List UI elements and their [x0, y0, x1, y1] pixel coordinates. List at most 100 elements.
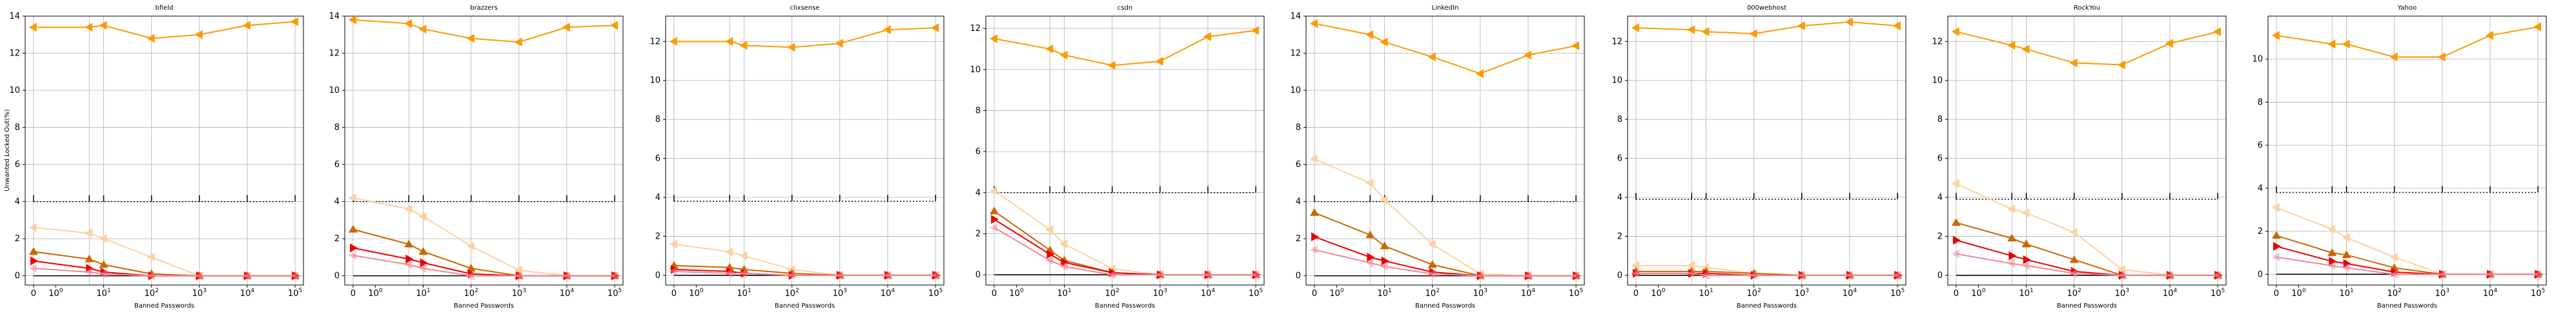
data-point-light-orange	[418, 212, 427, 221]
x-tick-label: 102	[1105, 288, 1119, 299]
data-point-pink	[28, 264, 37, 273]
y-tick-label: 2	[976, 229, 981, 239]
series-line-orange	[1314, 23, 1577, 75]
y-tick-label: 8	[2258, 97, 2263, 107]
plot-frame	[665, 15, 945, 286]
y-tick-label: 12	[1290, 49, 1301, 59]
chart-title: RockYou	[2074, 5, 2100, 12]
x-tick-label: 102	[145, 288, 159, 299]
data-point-light-orange	[2271, 202, 2280, 212]
data-point-light-orange	[2021, 208, 2030, 218]
data-point-orange	[669, 37, 677, 46]
y-tick-label: 2	[1617, 232, 1622, 241]
y-tick-label: 6	[1937, 154, 1943, 164]
data-point-orange	[99, 21, 107, 30]
series-line-orange	[1956, 31, 2218, 66]
data-point-dark-orange	[1309, 208, 1319, 216]
data-point-light-orange	[1687, 261, 1695, 270]
data-point-orange	[2213, 27, 2221, 37]
y-tick-label: 2	[15, 234, 20, 244]
y-tick-label: 0	[15, 272, 20, 281]
data-point-red	[405, 254, 414, 264]
x-tick-label: 102	[2387, 288, 2402, 299]
x-tick-label: 0	[671, 289, 677, 299]
x-tick-label: 103	[1473, 288, 1487, 299]
x-tick-label: 100	[368, 288, 383, 299]
x-tick-label: 101	[96, 288, 110, 299]
y-tick-label: 0	[1296, 272, 1301, 281]
data-point-dark-orange	[418, 247, 428, 255]
data-point-pink	[1845, 270, 1853, 280]
chart-title: brazzers	[470, 5, 498, 12]
y-tick-label: 4	[976, 188, 981, 198]
data-point-pink	[291, 271, 298, 281]
data-point-dark-orange	[2327, 248, 2337, 256]
x-tick-label: 102	[1426, 288, 1440, 299]
series-line-dark-orange	[1314, 212, 1577, 277]
y-tick-label: 10	[970, 65, 981, 75]
series-line-orange	[2276, 26, 2539, 58]
data-point-orange	[2271, 31, 2280, 41]
y-tick-label: 8	[655, 115, 660, 124]
series-line-pink	[994, 227, 1256, 276]
y-tick-label: 2	[655, 232, 660, 241]
x-axis-label: Banned Passwords	[1415, 302, 1475, 310]
data-point-pink	[725, 268, 733, 278]
y-tick-label: 6	[976, 147, 981, 157]
data-point-orange	[2485, 31, 2493, 41]
data-point-red	[991, 215, 999, 224]
data-point-orange	[1951, 27, 1959, 37]
data-point-light-orange	[99, 234, 107, 244]
data-point-dark-orange	[466, 264, 476, 272]
data-point-red	[420, 258, 428, 268]
series-line-dark-orange	[994, 210, 1256, 276]
y-tick-label: 0	[2258, 270, 2263, 279]
x-tick-label: 102	[1747, 288, 1761, 299]
y-tick-label: 10	[329, 86, 340, 95]
series-line-red	[33, 260, 296, 277]
x-tick-label: 100	[2291, 288, 2306, 299]
y-axis-label: Unwanted Locked Out(%)	[4, 109, 11, 192]
data-point-orange	[1203, 32, 1211, 41]
y-tick-label: 14	[9, 12, 20, 21]
x-tick-label: 104	[2483, 288, 2498, 299]
data-point-pink	[99, 269, 107, 279]
data-point-pink	[1251, 270, 1259, 280]
data-point-pink	[404, 260, 413, 270]
y-tick-label: 6	[1617, 154, 1622, 164]
data-point-light-orange	[348, 193, 356, 202]
data-point-pink	[2327, 261, 2336, 270]
chart-title: 000webhost	[1747, 5, 1786, 12]
data-point-pink	[194, 271, 203, 281]
data-point-pink	[2485, 270, 2493, 279]
series-line-dark-orange	[1956, 222, 2218, 276]
series-line-orange	[1635, 21, 1898, 35]
data-point-light-orange	[2327, 224, 2336, 234]
data-point-orange	[1309, 19, 1318, 28]
data-point-orange	[1845, 17, 1853, 27]
x-tick-label: 104	[1521, 288, 1536, 299]
data-point-pink	[1427, 269, 1436, 279]
data-point-pink	[1203, 270, 1211, 280]
data-point-orange	[2165, 39, 2173, 48]
x-tick-label: 0	[1954, 289, 1959, 299]
data-point-red	[1367, 252, 1375, 262]
y-tick-label: 10	[649, 76, 660, 86]
x-tick-label: 103	[1795, 288, 1809, 299]
data-point-orange	[1427, 52, 1436, 62]
data-point-pink	[931, 270, 939, 280]
data-point-orange	[1701, 27, 1710, 37]
x-axis-label: Banned Passwords	[775, 302, 835, 310]
data-point-orange	[2117, 60, 2125, 70]
x-axis-label: Banned Passwords	[134, 302, 194, 310]
data-point-red	[2273, 241, 2281, 251]
plot-frame	[1947, 15, 2227, 286]
data-point-pink	[1309, 245, 1318, 255]
x-axis-label: Banned Passwords	[1095, 302, 1155, 310]
chart-panel-rockyou: 0 2 4 6 8 10 12 0 100 101 102 103 104 105 RockYou Banne…	[1932, 5, 2227, 310]
y-tick-label: 10	[1290, 86, 1301, 95]
data-point-dark-orange	[1380, 241, 1389, 250]
y-tick-label: 8	[1937, 115, 1943, 124]
data-point-pink	[2437, 270, 2446, 279]
data-point-pink	[2271, 252, 2280, 262]
